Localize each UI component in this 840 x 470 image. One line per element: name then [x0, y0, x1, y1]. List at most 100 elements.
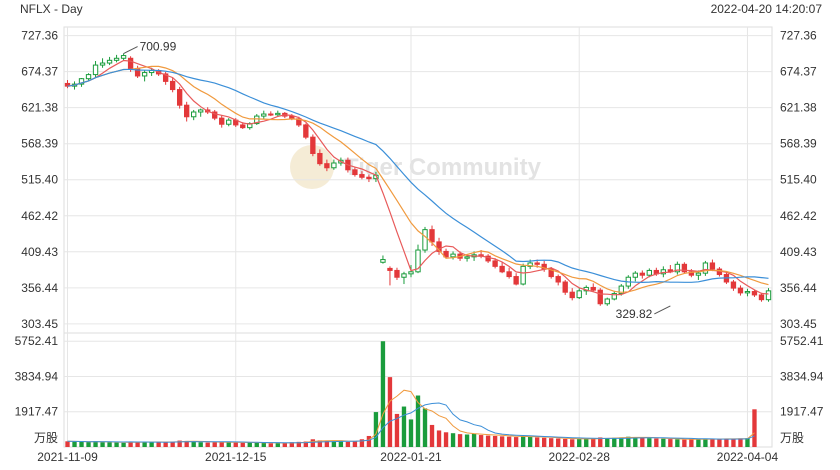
volume-bar	[492, 435, 498, 447]
candle-body	[730, 281, 737, 289]
candle	[169, 78, 176, 93]
price-tick-label-left: 409.43	[21, 245, 58, 259]
volume-bar	[107, 442, 112, 447]
chart-title: NFLX - Day	[20, 2, 83, 16]
candle-body	[604, 298, 610, 305]
candle-body	[464, 256, 470, 259]
volume-bar	[191, 441, 196, 447]
candle-body	[681, 263, 688, 273]
candle-body	[359, 174, 365, 178]
candle	[359, 171, 365, 180]
candle	[569, 288, 575, 301]
candle-body	[240, 124, 246, 129]
volume-bar	[752, 409, 757, 447]
volume-bar	[359, 439, 365, 447]
price-tick-label-left: 356.44	[21, 281, 58, 295]
volume-bar	[247, 442, 252, 447]
candle	[366, 174, 372, 183]
candle-body	[576, 290, 582, 299]
volume-bar	[577, 439, 582, 447]
price-tick-label-right: 409.43	[780, 245, 817, 259]
volume-bar	[640, 437, 645, 447]
volume-bar	[738, 438, 743, 447]
candle	[562, 279, 568, 295]
volume-bar	[149, 442, 154, 447]
candle-body	[562, 281, 568, 293]
volume-bar	[556, 438, 561, 447]
volume-bar	[366, 435, 372, 447]
volume-bar	[457, 434, 463, 447]
volume-bar	[450, 433, 456, 447]
candle-body	[169, 80, 176, 91]
volume-bar	[254, 442, 259, 447]
candle	[674, 261, 681, 275]
ma-mid-line	[67, 65, 769, 293]
volume-bar	[345, 441, 351, 447]
candle-body	[744, 291, 751, 294]
volume-bar	[703, 438, 708, 447]
candle	[611, 290, 617, 301]
volume-bar	[633, 437, 638, 447]
price-tick-label-left: 515.40	[21, 173, 58, 187]
candle	[184, 101, 190, 122]
candle-body	[660, 269, 667, 275]
candle-body	[555, 276, 561, 283]
high-annotation-leader	[123, 46, 138, 54]
volume-bar	[296, 441, 302, 447]
candle	[632, 271, 638, 282]
candle-body	[387, 267, 393, 271]
candle	[352, 167, 358, 177]
price-tick-label-right: 356.44	[780, 281, 817, 295]
candle	[506, 267, 512, 279]
candle-body	[92, 64, 99, 76]
candle-body	[261, 113, 267, 117]
candle-body	[548, 268, 554, 278]
x-tick-label: 2022-01-21	[380, 450, 442, 464]
volume-bar	[289, 442, 294, 447]
volume-bar	[443, 432, 449, 447]
volume-bar	[717, 439, 722, 447]
candle	[394, 267, 400, 280]
volume-tick-label-left: 1917.47	[15, 405, 59, 419]
candle	[702, 260, 709, 276]
volume-bar	[710, 439, 715, 447]
volume-bar	[520, 435, 526, 447]
volume-bar	[338, 441, 344, 447]
low-annotation-leader	[654, 305, 671, 315]
axis-labels: 727.36 727.36 674.37 674.37 621.38 621.38 568.…	[15, 29, 824, 464]
candle-body	[611, 293, 617, 300]
candle-body	[569, 291, 575, 299]
volume-bar	[114, 442, 119, 447]
candle	[106, 56, 113, 66]
volume-tick-label-right: 3834.94	[780, 369, 824, 383]
volume-unit-label-left: 万股	[34, 431, 58, 445]
candle-body	[310, 136, 316, 154]
candle	[751, 289, 758, 297]
price-tick-label-right: 674.37	[780, 65, 817, 79]
candle	[64, 80, 71, 89]
volume-tick-label-right: 5752.41	[780, 334, 824, 348]
volume-bar	[380, 341, 386, 447]
x-tick-label: 2021-12-15	[205, 450, 267, 464]
chart-timestamp: 2022-04-20 14:20:07	[711, 2, 823, 16]
volume-bar	[626, 436, 631, 447]
candle	[275, 110, 281, 117]
candle-body	[120, 55, 127, 59]
candle	[590, 283, 596, 293]
volume-bar	[163, 441, 168, 447]
low-annotation-label: 329.82	[616, 307, 653, 321]
candle-body	[485, 255, 491, 262]
candle	[296, 116, 302, 127]
volume-bar	[121, 442, 126, 447]
candle	[681, 262, 688, 274]
volume-bar	[619, 437, 624, 447]
candle-body	[429, 229, 435, 243]
candle	[422, 226, 428, 253]
price-tick-label-right: 462.42	[780, 209, 817, 223]
candle	[436, 237, 442, 255]
candle	[737, 285, 744, 296]
candle-body	[394, 269, 400, 278]
volume-bar	[584, 438, 589, 447]
volume-bar	[100, 442, 105, 447]
